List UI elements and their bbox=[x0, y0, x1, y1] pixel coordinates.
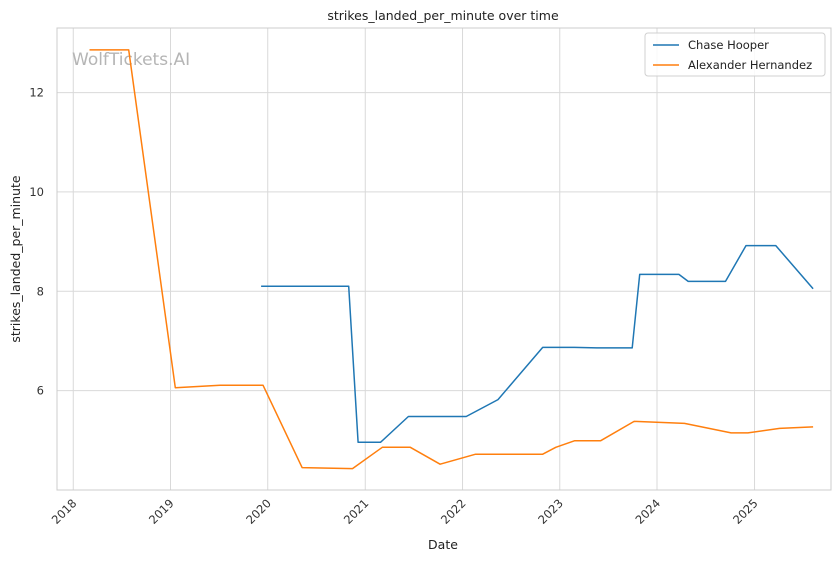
y-tick-label: 8 bbox=[37, 284, 44, 298]
series-line-chase-hooper bbox=[261, 244, 814, 444]
x-tick-label: 2023 bbox=[535, 496, 566, 527]
legend-box bbox=[644, 32, 826, 77]
y-tick-label: 12 bbox=[29, 86, 44, 100]
legend-label: Chase Hooper bbox=[688, 38, 769, 52]
x-tick-label: 2020 bbox=[243, 496, 274, 527]
x-tick-label: 2018 bbox=[49, 496, 80, 527]
y-tick-label: 6 bbox=[37, 384, 44, 398]
x-tick-label: 2024 bbox=[633, 496, 664, 527]
y-tick-labels: 6 8 10 12 bbox=[29, 86, 44, 398]
series-line-alexander-hernandez bbox=[89, 49, 814, 470]
x-axis-title: Date bbox=[428, 537, 458, 552]
series-lines bbox=[89, 49, 814, 470]
x-tick-label: 2022 bbox=[438, 496, 469, 527]
legend-label: Alexander Hernandez bbox=[688, 58, 812, 72]
legend: Chase Hooper Alexander Hernandez bbox=[644, 32, 826, 77]
chart-title: strikes_landed_per_minute over time bbox=[327, 8, 559, 23]
watermark: WolfTickets.AI bbox=[72, 50, 190, 70]
grid bbox=[57, 28, 831, 490]
x-tick-label: 2021 bbox=[341, 496, 372, 527]
x-tick-label: 2019 bbox=[146, 496, 177, 527]
x-tick-labels: 2018 2019 2020 2021 2022 2023 2024 2025 bbox=[49, 496, 761, 527]
y-axis-title: strikes_landed_per_minute bbox=[8, 175, 23, 343]
plot-frame bbox=[56, 27, 832, 491]
x-tick-label: 2025 bbox=[730, 496, 761, 527]
y-tick-label: 10 bbox=[29, 185, 44, 199]
